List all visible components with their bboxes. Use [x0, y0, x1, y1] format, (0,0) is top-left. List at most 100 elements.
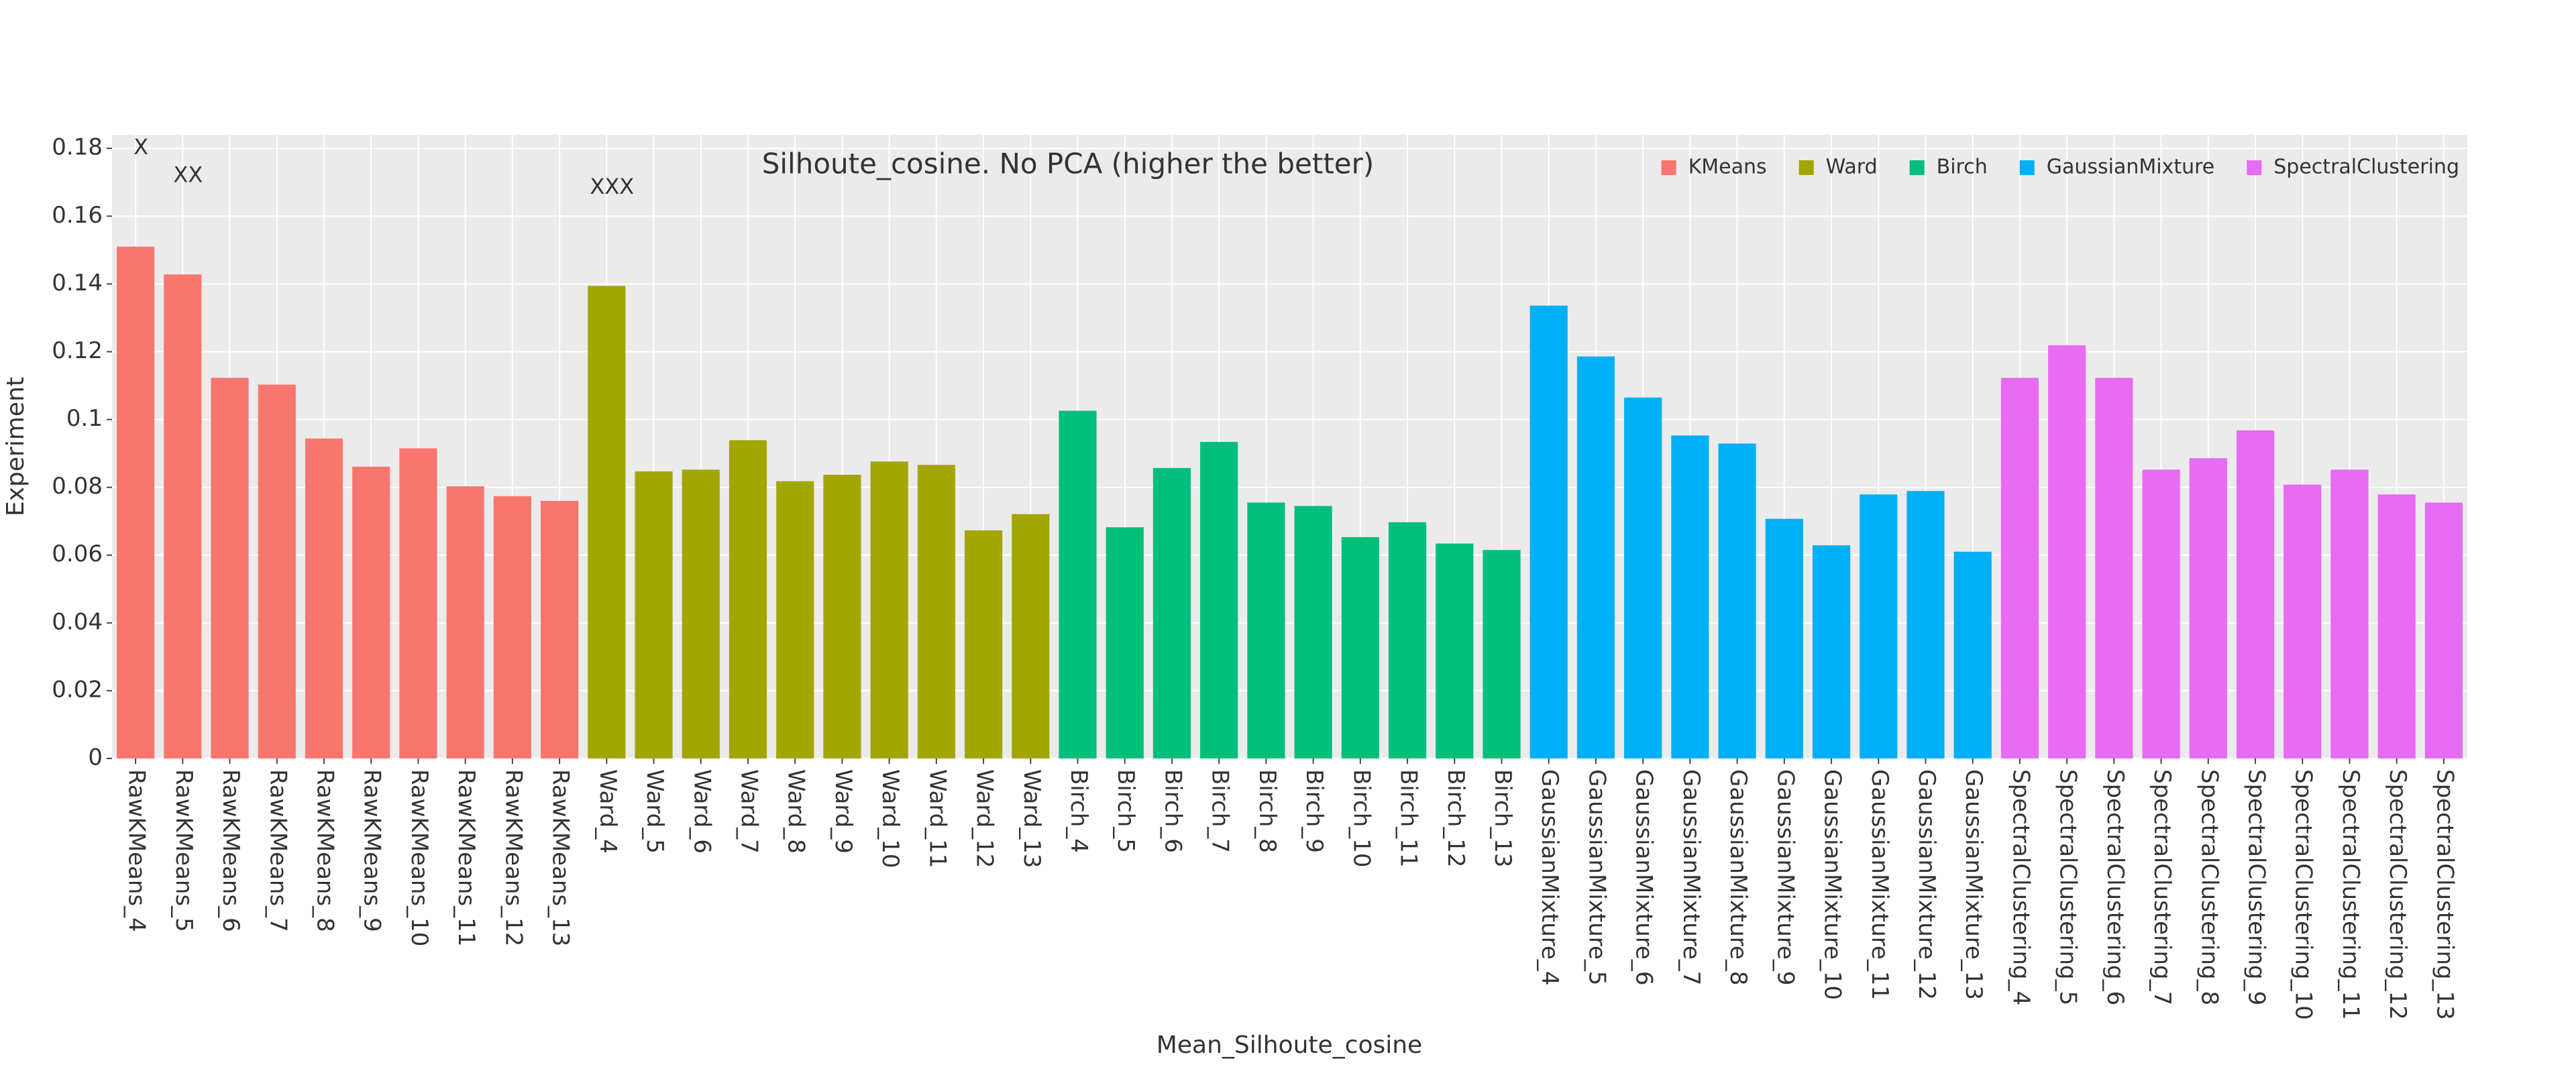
x-tick-label: GaussianMixture_6 — [1631, 769, 1658, 986]
bar — [1152, 467, 1191, 758]
bar — [823, 474, 861, 758]
bar — [1059, 410, 1097, 758]
chart-title: Silhoute_cosine. No PCA (higher the bett… — [762, 148, 1375, 180]
x-tick-label: Ward_12 — [971, 769, 998, 868]
x-tick-label: Birch_9 — [1301, 769, 1328, 853]
bar — [1483, 550, 1521, 758]
x-tick-label: GaussianMixture_13 — [1960, 769, 1987, 1000]
bar — [1247, 502, 1285, 758]
x-tick-label: SpectralClustering_11 — [2337, 769, 2364, 1020]
bar — [1106, 527, 1144, 758]
x-tick-label: SpectralClustering_12 — [2384, 769, 2411, 1020]
bar — [399, 448, 437, 758]
x-tick-label: SpectralClustering_10 — [2290, 769, 2317, 1020]
bar — [305, 438, 343, 758]
x-tick-label: Birch_8 — [1254, 769, 1281, 853]
x-tick-label: Birch_11 — [1395, 769, 1422, 868]
bar — [2095, 378, 2133, 758]
bar — [164, 274, 202, 758]
bar — [1671, 435, 1709, 758]
annotation: X — [133, 134, 148, 160]
bar — [493, 496, 531, 758]
legend-swatch — [1661, 160, 1676, 175]
y-tick-label: 0.16 — [52, 202, 103, 229]
bar — [1012, 514, 1050, 758]
y-tick-label: 0.14 — [52, 270, 103, 296]
bar — [2330, 469, 2369, 758]
bar — [2284, 484, 2322, 758]
legend-label: GaussianMixture — [2047, 156, 2215, 179]
bar — [2189, 458, 2227, 758]
bar — [729, 440, 767, 758]
x-tick-label: Birch_6 — [1159, 769, 1186, 853]
legend-label: Birch — [1937, 156, 1988, 179]
x-tick-label: SpectralClustering_6 — [2102, 769, 2129, 1005]
x-axis-title: Mean_Silhoute_cosine — [1157, 1031, 1422, 1059]
legend-swatch — [1799, 160, 1814, 175]
x-tick-label: RawKMeans_7 — [264, 769, 291, 932]
y-tick-label: 0.06 — [52, 541, 103, 567]
x-tick-label: RawKMeans_6 — [217, 769, 244, 932]
x-tick-label: RawKMeans_10 — [406, 769, 433, 946]
bar — [1529, 305, 1568, 758]
bar — [2048, 345, 2086, 758]
x-tick-label: GaussianMixture_8 — [1725, 769, 1752, 986]
x-tick-label: SpectralClustering_13 — [2431, 769, 2458, 1020]
bar — [917, 465, 955, 758]
x-tick-label: Ward_10 — [877, 769, 904, 868]
y-tick-label: 0 — [88, 744, 103, 771]
x-tick-label: Ward_7 — [735, 769, 762, 854]
y-tick-label: 0.04 — [52, 608, 103, 635]
bar — [117, 246, 155, 759]
x-tick-label: GaussianMixture_11 — [1866, 769, 1893, 1000]
y-tick-label: 0.08 — [52, 473, 103, 500]
x-tick-label: GaussianMixture_10 — [1819, 769, 1846, 1000]
x-tick-label: RawKMeans_9 — [359, 769, 386, 932]
legend-item: Birch — [1909, 156, 1988, 179]
x-tick-label: Ward_11 — [924, 769, 951, 868]
y-tick-label: 0.1 — [66, 405, 103, 432]
bar — [1341, 536, 1379, 758]
bar — [446, 486, 484, 758]
legend-swatch — [2247, 160, 2262, 175]
x-tick-label: GaussianMixture_4 — [1536, 769, 1563, 986]
x-tick-label: Birch_13 — [1489, 769, 1516, 868]
bar — [1860, 494, 1898, 758]
x-tick-label: SpectralClustering_9 — [2243, 769, 2270, 1005]
bar — [635, 471, 673, 758]
bar — [682, 469, 720, 758]
x-tick-label: Ward_13 — [1018, 769, 1045, 868]
bar — [1953, 551, 1992, 758]
bar — [1436, 543, 1474, 758]
x-tick-label: Ward_9 — [830, 769, 857, 854]
x-tick-label: SpectralClustering_4 — [2007, 769, 2034, 1005]
legend-swatch — [1909, 160, 1925, 175]
annotation: XX — [173, 162, 203, 188]
x-tick-label: GaussianMixture_5 — [1583, 769, 1610, 986]
x-tick-label: RawKMeans_12 — [500, 769, 527, 946]
bar — [1576, 356, 1615, 758]
legend-label: SpectralClustering — [2273, 156, 2459, 179]
bar — [2236, 430, 2275, 758]
legend-item: SpectralClustering — [2247, 156, 2459, 179]
bar — [2142, 469, 2180, 758]
bar — [2377, 494, 2416, 758]
x-tick-label: Birch_10 — [1348, 769, 1375, 868]
bar — [1812, 545, 1851, 758]
legend-item: KMeans — [1661, 156, 1767, 179]
legend-label: Ward — [1826, 156, 1878, 179]
bar — [870, 461, 908, 758]
annotation: XXX — [590, 174, 634, 199]
x-tick-label: GaussianMixture_12 — [1913, 769, 1940, 1000]
bar — [1907, 491, 1945, 758]
bar — [258, 384, 296, 758]
x-tick-label: Ward_5 — [641, 769, 668, 854]
x-tick-label: Birch_7 — [1207, 769, 1234, 853]
x-tick-label: SpectralClustering_5 — [2055, 769, 2082, 1005]
y-axis-title: Experiment — [2, 377, 30, 516]
x-tick-label: RawKMeans_4 — [123, 769, 150, 932]
x-tick-label: Birch_12 — [1442, 769, 1469, 868]
bar — [211, 378, 249, 758]
x-tick-label: Ward_8 — [783, 769, 810, 854]
